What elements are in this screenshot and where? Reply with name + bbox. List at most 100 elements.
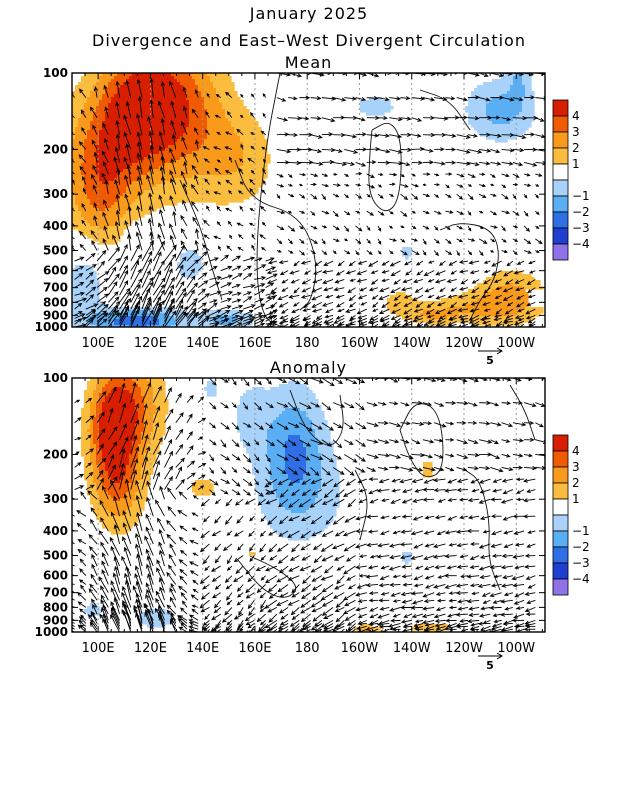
vector-arrow: [411, 421, 425, 427]
vector-arrow: [80, 584, 87, 593]
shade-cell: [207, 112, 226, 116]
vector-arrow: [189, 570, 199, 577]
vector-arrow: [391, 488, 401, 493]
vector-arrow: [402, 582, 412, 587]
vector-arrow: [130, 302, 139, 322]
shade-cell: [237, 133, 265, 137]
vector-arrow: [415, 302, 424, 308]
shade-cell: [99, 399, 106, 403]
shade-cell: [99, 426, 136, 430]
vector-arrow: [482, 619, 491, 624]
shade-cell: [93, 432, 100, 436]
shade-cell: [99, 492, 109, 496]
x-axis: 100E 120E 140E 160E 180 160W 140W 120W 100W: [71, 73, 543, 351]
vector-arrow: [236, 515, 244, 524]
shade-cell: [387, 298, 418, 302]
vector-arrow: [119, 73, 120, 74]
shade-cell: [96, 160, 139, 164]
shade-cell: [153, 429, 166, 433]
vector-arrow: [410, 591, 423, 596]
vector-arrow: [422, 487, 435, 492]
vector-arrow: [434, 618, 446, 624]
vector-arrow: [416, 270, 424, 276]
vector-arrow: [102, 238, 109, 251]
vector-arrow: [287, 422, 300, 428]
shade-cell: [93, 88, 106, 92]
shade-cell: [285, 468, 307, 472]
vector-arrow: [456, 401, 469, 406]
shade-cell: [360, 624, 373, 628]
vector-arrow: [238, 233, 244, 240]
vector-arrow: [491, 553, 502, 558]
shade-cell: [516, 73, 523, 77]
shade-cell: [291, 510, 307, 514]
shade-cell: [96, 483, 103, 487]
vector-arrow: [265, 454, 271, 463]
shade-cell: [126, 211, 151, 215]
vector-arrow: [366, 210, 375, 216]
vector-arrow: [79, 165, 87, 175]
vector-arrow: [227, 220, 233, 227]
shade-cell: [285, 453, 307, 457]
vector-arrow: [332, 225, 340, 231]
vector-arrow: [170, 119, 177, 135]
vector-arrow: [112, 572, 120, 593]
shade-cell: [114, 202, 133, 206]
shade-cell: [93, 471, 100, 475]
vector-arrow: [467, 250, 473, 256]
vector-arrow: [152, 283, 165, 303]
vector-arrow: [522, 498, 536, 503]
vector-arrow: [141, 250, 153, 271]
vector-arrow: [323, 260, 334, 266]
vector-arrow: [159, 586, 165, 601]
vector-arrow: [169, 596, 177, 608]
vector-arrow: [104, 106, 109, 118]
shade-cell: [282, 534, 316, 538]
vector-arrow: [300, 294, 311, 299]
shade-cell: [243, 160, 271, 164]
shade-cell: [132, 163, 166, 167]
vector-arrow: [321, 193, 327, 201]
shade-cell: [261, 504, 283, 508]
vector-arrow: [135, 220, 143, 240]
vector-arrow: [470, 627, 480, 632]
vector-arrow: [265, 498, 278, 505]
shade-cell: [90, 435, 94, 439]
vector-arrow: [378, 583, 390, 588]
vector-arrow: [422, 238, 427, 246]
vector-arrow: [214, 584, 221, 590]
vector-arrow: [321, 498, 334, 505]
shade-cell: [90, 438, 94, 442]
shade-cell: [78, 124, 91, 128]
vector-arrow: [459, 317, 468, 322]
vector-arrow: [459, 515, 469, 520]
vector-arrow: [310, 238, 319, 245]
vector-arrow: [209, 317, 218, 322]
colorbar-label: −4: [572, 572, 590, 586]
shade-cell: [72, 124, 79, 128]
shade-cell: [111, 513, 124, 517]
vector-arrow: [400, 591, 412, 597]
shade-cell: [501, 76, 514, 80]
shade-cell: [114, 94, 187, 98]
vector-arrow: [343, 489, 356, 497]
vector-arrow: [169, 543, 177, 556]
vector-arrow: [265, 282, 275, 289]
vector-arrow: [470, 323, 480, 327]
vector-arrow: [245, 584, 255, 594]
vector-arrow: [288, 132, 299, 138]
shade-cell: [99, 438, 136, 442]
shade-cell: [138, 489, 148, 493]
vector-arrow: [231, 298, 242, 303]
vector-arrow: [247, 157, 255, 163]
shade-cell: [99, 447, 133, 451]
vector-arrow: [321, 584, 334, 593]
vector-arrow: [188, 614, 199, 621]
vector-arrow: [160, 175, 166, 195]
vector-arrow: [164, 306, 173, 325]
vector-arrow: [343, 225, 350, 233]
shade-cell: [132, 477, 142, 481]
vector-arrow: [468, 612, 480, 618]
vector-arrow: [310, 378, 324, 384]
vector-arrow: [333, 115, 346, 120]
